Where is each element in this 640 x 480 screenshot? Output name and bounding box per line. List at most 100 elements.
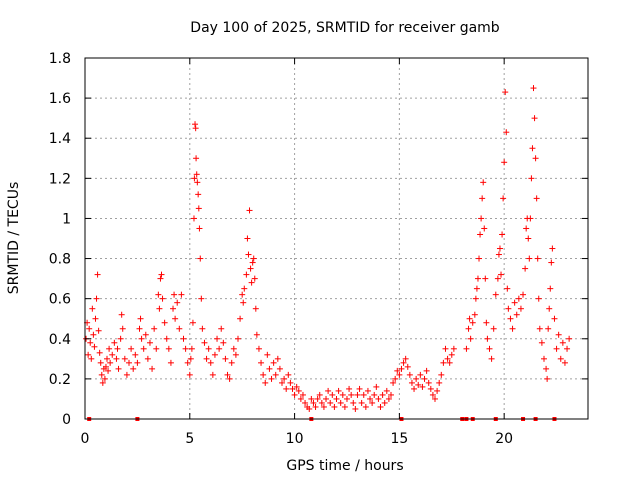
data-point: [329, 391, 336, 398]
data-point: [440, 359, 447, 366]
y-tick-label: 1.4: [49, 131, 71, 147]
grid: [85, 58, 588, 419]
data-point: [500, 195, 507, 202]
data-point: [193, 155, 200, 162]
data-point: [121, 355, 128, 362]
data-point: [94, 271, 101, 278]
data-point: [95, 327, 102, 334]
data-point: [383, 387, 390, 394]
data-point: [343, 395, 350, 402]
data-point: [274, 355, 281, 362]
data-point: [538, 339, 545, 346]
data-point: [218, 325, 225, 332]
data-point: [335, 387, 342, 394]
data-point: [482, 275, 489, 282]
data-point: [523, 225, 530, 232]
data-point: [289, 385, 296, 392]
data-point: [513, 311, 520, 318]
data-point: [529, 145, 536, 152]
x-tick-label: 20: [495, 431, 513, 447]
data-point: [222, 355, 229, 362]
data-point: [348, 391, 355, 398]
data-point: [566, 335, 573, 342]
data-point: [195, 205, 202, 212]
data-point: [463, 345, 470, 352]
data-point: [561, 359, 568, 366]
data-point: [158, 271, 165, 278]
data-point: [477, 231, 484, 238]
data-point: [392, 375, 399, 382]
data-point: [136, 325, 143, 332]
data-point: [241, 285, 248, 292]
data-point: [255, 345, 262, 352]
data-point: [119, 325, 126, 332]
x-axis: 0 5 10 15 20: [81, 58, 513, 447]
data-point: [118, 311, 125, 318]
data-point: [243, 271, 250, 278]
data-point: [385, 395, 392, 402]
data-point: [86, 325, 93, 332]
data-point: [535, 295, 542, 302]
data-point: [534, 255, 541, 262]
data-point: [138, 335, 145, 342]
data-point: [473, 285, 480, 292]
data-point: [415, 381, 422, 388]
data-point: [483, 319, 490, 326]
data-point: [371, 391, 378, 398]
data-point: [283, 385, 290, 392]
data-point: [178, 291, 185, 298]
data-point: [252, 305, 259, 312]
data-point: [226, 375, 233, 382]
data-point: [484, 335, 491, 342]
data-point: [327, 399, 334, 406]
data-point: [186, 371, 193, 378]
data-point: [130, 365, 137, 372]
data-point: [421, 375, 428, 382]
data-point: [176, 325, 183, 332]
data-point: [503, 129, 510, 136]
data-point: [306, 405, 313, 412]
data-point: [287, 379, 294, 386]
data-point: [291, 391, 298, 398]
data-point: [543, 365, 550, 372]
data-point: [442, 345, 449, 352]
data-point: [190, 215, 197, 222]
data-point: [360, 391, 367, 398]
data-point: [285, 371, 292, 378]
data-point: [536, 325, 543, 332]
data-point: [146, 339, 153, 346]
data-point: [276, 365, 283, 372]
data-point: [91, 343, 98, 350]
x-tick-label: 10: [286, 431, 304, 447]
data-point: [107, 359, 114, 366]
data-point: [211, 351, 218, 358]
data-point: [481, 225, 488, 232]
data-point: [270, 359, 277, 366]
data-point: [245, 251, 252, 258]
data-point: [161, 319, 168, 326]
data-point: [526, 255, 533, 262]
data-point: [198, 295, 205, 302]
data-points: [83, 85, 573, 421]
data-point: [113, 355, 120, 362]
data-point: [201, 339, 208, 346]
data-point: [128, 345, 135, 352]
data-point: [480, 179, 487, 186]
data-point: [507, 315, 514, 322]
data-point: [525, 235, 532, 242]
data-point: [533, 195, 540, 202]
data-point: [466, 315, 473, 322]
y-axis: 0 0.2 0.4 0.6 0.8 1 1.2 1.4 1.6 1.8: [49, 51, 588, 428]
data-point: [509, 325, 516, 332]
data-point: [474, 275, 481, 282]
data-point: [476, 255, 483, 262]
data-point: [97, 359, 104, 366]
data-point: [402, 355, 409, 362]
data-point: [548, 259, 555, 266]
data-point: [478, 215, 485, 222]
x-tick-label: 15: [390, 431, 408, 447]
data-point: [310, 399, 317, 406]
data-point: [337, 399, 344, 406]
y-axis-label: SRMTID / TECUs: [6, 182, 22, 295]
data-point: [323, 395, 330, 402]
